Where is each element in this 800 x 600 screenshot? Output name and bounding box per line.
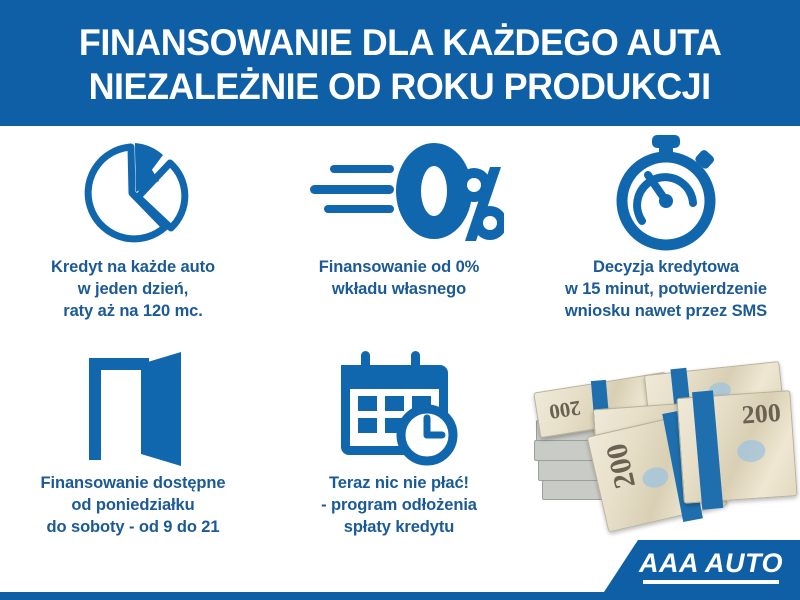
caption-line: Teraz nic nie płać! <box>329 474 469 492</box>
caption-line: w jeden dzień, <box>77 280 189 298</box>
poster-header: FINANSOWANIE DLA KAŻDEGO AUTA NIEZALEŻNI… <box>0 0 800 126</box>
caption-line: Kredyt na każde auto <box>51 258 215 276</box>
caption-line: wniosku nawet przez SMS <box>564 302 768 320</box>
feature-caption: Teraz nic nie płać! - program odłożenia … <box>321 472 477 538</box>
zero-percent-icon <box>310 143 504 241</box>
logo-underline <box>643 579 779 584</box>
header-line-2: NIEZALEŻNIE OD ROKU PRODUKCJI <box>88 66 712 107</box>
zero-percent-icon-wrap <box>294 134 504 252</box>
stopwatch-icon-wrap <box>601 134 731 252</box>
banknote-denomination: 200 <box>599 440 643 492</box>
pie-chart-icon-wrap <box>58 134 208 252</box>
feature-caption: Finansowanie od 0% wkładu własnego <box>318 256 480 300</box>
bottom-accent-bar <box>0 592 800 600</box>
caption-line: wkładu własnego <box>331 280 467 298</box>
caption-line: raty aż na 120 mc. <box>63 302 203 320</box>
caption-line: - program odłożenia <box>321 496 477 514</box>
open-door-icon <box>89 352 181 466</box>
caption-line: spłaty kredytu <box>343 518 455 536</box>
caption-line: Decyzja kredytowa <box>593 258 739 276</box>
open-door-icon-wrap <box>63 350 203 468</box>
banknote-denomination: 200 <box>547 395 583 425</box>
caption-line: od poniedziałku <box>71 496 195 514</box>
caption-line: do soboty - od 9 do 21 <box>46 518 220 536</box>
feature-caption: Finansowanie dostępne od poniedziałku do… <box>41 472 226 538</box>
calendar-clock-icon-wrap <box>329 350 469 468</box>
caption-line: Finansowanie dostępne <box>40 474 226 492</box>
caption-line: Finansowanie od 0% <box>318 258 480 276</box>
feature-grid: Kredyt na każde auto w jeden dzień, raty… <box>0 126 800 592</box>
calendar-clock-icon <box>341 351 458 466</box>
header-line-1: FINANSOWANIE DLA KAŻDEGO AUTA <box>78 22 722 63</box>
feature-caption: Kredyt na każde auto w jeden dzień, raty… <box>51 256 215 322</box>
bundle-band <box>692 390 724 510</box>
banknote-stacks-photo: 200 200 200 <box>528 358 800 548</box>
aaa-auto-logo[interactable]: AAA AUTO <box>604 540 800 592</box>
feature-caption: Decyzja kredytowa w 15 minut, potwierdze… <box>565 256 767 322</box>
banknote-denomination: 200 <box>740 397 782 430</box>
caption-line: w 15 minut, potwierdzenie <box>565 280 767 298</box>
logo-text: AAA AUTO <box>639 547 783 578</box>
stopwatch-icon <box>616 135 716 251</box>
feature-fast-decision: Decyzja kredytowa w 15 minut, potwierdze… <box>532 134 800 322</box>
banknote-bundle: 200 <box>676 390 798 510</box>
banknote-seal <box>640 464 671 491</box>
feature-deferred-payment: Teraz nic nie płać! - program odłożenia … <box>266 350 532 538</box>
feature-opening-hours: Finansowanie dostępne od poniedziałku do… <box>0 350 266 538</box>
banknote-seal <box>736 439 767 463</box>
pie-chart-icon <box>84 143 189 243</box>
feature-credit-every-car: Kredyt na każde auto w jeden dzień, raty… <box>0 134 266 322</box>
feature-zero-down-payment: Finansowanie od 0% wkładu własnego <box>266 134 532 300</box>
